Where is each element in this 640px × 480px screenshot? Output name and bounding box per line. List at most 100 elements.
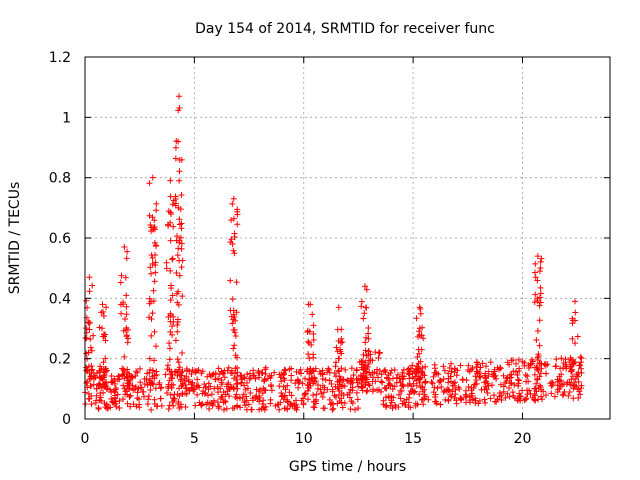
data-point (578, 382, 585, 389)
data-point (178, 403, 185, 410)
data-point (359, 384, 366, 391)
data-point (310, 398, 317, 405)
data-point (445, 386, 452, 393)
data-point (406, 391, 413, 398)
data-point (306, 328, 313, 335)
data-point (238, 379, 245, 386)
data-point (456, 385, 463, 392)
data-point (483, 363, 490, 370)
x-tick-label: 5 (190, 431, 199, 447)
data-point (201, 381, 208, 388)
data-point (325, 366, 332, 373)
data-point (326, 396, 333, 403)
data-point (172, 368, 179, 375)
data-point (169, 375, 176, 382)
data-point (533, 336, 540, 343)
data-point (166, 356, 173, 363)
data-point (124, 248, 131, 255)
data-point (414, 354, 421, 361)
data-point (468, 392, 475, 399)
data-point (510, 392, 517, 399)
data-point (230, 247, 237, 254)
data-point (534, 364, 541, 371)
data-point (256, 398, 263, 405)
data-point (497, 364, 504, 371)
data-point (267, 396, 274, 403)
data-point (98, 309, 105, 316)
data-point (230, 316, 237, 323)
data-point (339, 339, 346, 346)
data-point (538, 393, 545, 400)
data-point (319, 394, 326, 401)
data-point (481, 396, 488, 403)
data-point (336, 398, 343, 405)
data-point (256, 374, 263, 381)
data-point (540, 388, 547, 395)
data-point (310, 322, 317, 329)
data-point (134, 369, 141, 376)
data-point (537, 284, 544, 291)
data-point (428, 379, 435, 386)
data-point (130, 401, 137, 408)
x-tick-label: 10 (295, 431, 313, 447)
data-point (86, 274, 93, 281)
data-point (210, 397, 217, 404)
data-point (511, 381, 518, 388)
data-point (276, 383, 283, 390)
data-point (415, 333, 422, 340)
data-point (575, 378, 582, 385)
y-tick-label: 0 (62, 412, 71, 428)
data-point (578, 355, 585, 362)
data-point (100, 373, 107, 380)
data-point (447, 391, 454, 398)
data-point (458, 396, 465, 403)
data-point (206, 405, 213, 412)
data-point (469, 396, 476, 403)
data-point (394, 371, 401, 378)
data-point (117, 279, 124, 286)
data-point (101, 400, 108, 407)
data-point (307, 365, 314, 372)
data-point (557, 377, 564, 384)
data-point (447, 373, 454, 380)
data-point (358, 380, 365, 387)
data-point (199, 368, 206, 375)
data-point (432, 394, 439, 401)
data-point (151, 223, 158, 230)
data-point (354, 396, 361, 403)
data-point (150, 297, 157, 304)
data-point (262, 364, 269, 371)
data-point (188, 370, 195, 377)
data-point (218, 368, 225, 375)
data-point (225, 379, 232, 386)
data-point (177, 234, 184, 241)
data-point (346, 389, 353, 396)
data-point (516, 368, 523, 375)
data-point (220, 406, 227, 413)
data-point (174, 299, 181, 306)
data-point (381, 384, 388, 391)
data-point (151, 357, 158, 364)
data-point (543, 370, 550, 377)
chart-title: Day 154 of 2014, SRMTID for receiver fun… (195, 21, 495, 37)
grid-lines (85, 57, 610, 419)
data-point (548, 382, 555, 389)
data-point (164, 362, 171, 369)
data-point (174, 328, 181, 335)
data-point (141, 380, 148, 387)
data-point (86, 395, 93, 402)
data-point (335, 385, 342, 392)
data-point (306, 377, 313, 384)
data-point (176, 385, 183, 392)
data-point (178, 245, 185, 252)
data-point (282, 367, 289, 374)
data-point (132, 383, 139, 390)
data-point (268, 387, 275, 394)
data-point (338, 383, 345, 390)
data-point (194, 376, 201, 383)
data-point (247, 390, 254, 397)
data-point (531, 371, 538, 378)
data-point (362, 347, 369, 354)
data-point (335, 367, 342, 374)
data-point (441, 367, 448, 374)
